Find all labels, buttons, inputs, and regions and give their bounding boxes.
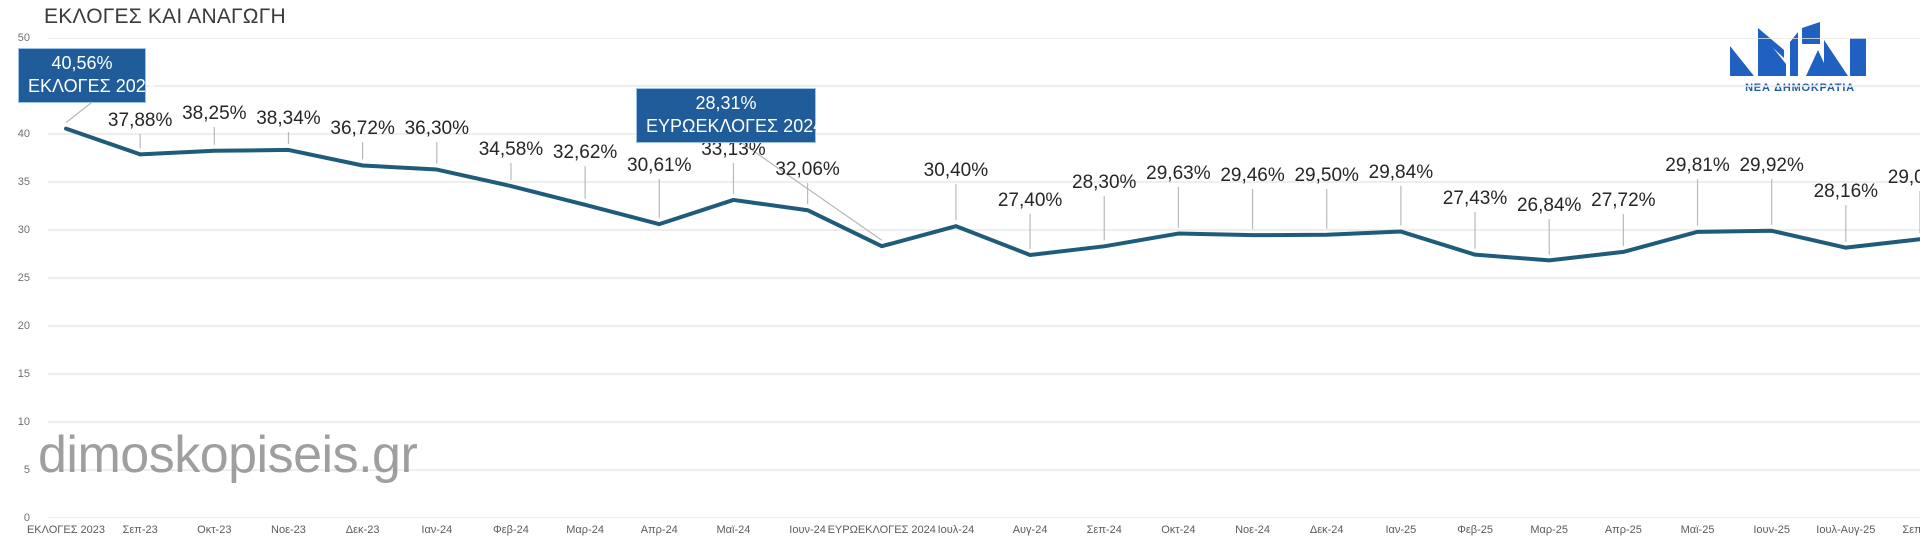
data-point-label: 34,58% [478, 139, 544, 160]
callout-caption: ΕΚΛΟΓΕΣ 2023 [28, 75, 156, 96]
data-point-label: 33,13% [701, 139, 766, 160]
x-tick-label: ΕΥΡΩΕΚΛΟΓΕΣ 2024 [827, 524, 936, 536]
x-axis: ΕΚΛΟΓΕΣ 2023 Σεπ-23 Οκτ-23 Νοε-23 Δεκ-23 Ιαν-… [0, 519, 1920, 546]
x-tick-label: Ιουλ-Αυγ-25 [1816, 524, 1876, 536]
y-tick-label: 15 [17, 368, 30, 380]
data-point-label: 29,63% [1146, 163, 1211, 184]
x-tick-label: Φεβ-24 [493, 524, 529, 536]
plot-area [36, 38, 1920, 518]
y-tick-label: 40 [17, 128, 30, 140]
x-tick-label: ΕΚΛΟΓΕΣ 2023 [26, 524, 106, 536]
y-tick-label: 20 [17, 320, 30, 332]
x-tick-label: Αυγ-24 [1012, 524, 1048, 536]
x-tick-label: Σεπ-25 [1902, 524, 1920, 536]
y-tick-label: 10 [17, 416, 30, 428]
x-tick-label: Απρ-25 [1604, 524, 1642, 536]
label-leader-lines [65, 101, 1920, 255]
x-tick-label: Οκτ-24 [1161, 524, 1196, 536]
gridlines [48, 38, 1920, 518]
y-tick-label: 0 [23, 512, 30, 524]
x-tick-label: Ιουν-25 [1753, 524, 1790, 536]
x-tick-label: Ιαν-24 [421, 524, 453, 536]
data-point-label: 29,84% [1368, 162, 1434, 183]
data-point-label: 36,30% [404, 118, 470, 139]
data-point-label: 29,81% [1665, 155, 1730, 176]
chart-title: ΕΚΛΟΓΕΣ ΚΑΙ ΑΝΑΓΩΓΗ [44, 5, 286, 28]
x-tick-label: Σεπ-24 [1086, 524, 1122, 536]
data-point-label: 28,16% [1813, 181, 1879, 202]
x-tick-label: Ιουλ-24 [937, 524, 975, 536]
data-point-label: 30,61% [627, 155, 692, 176]
series-line [64, 126, 1920, 263]
nea-dimokratia-logo-text: ΝΕΑ ΔΗΜΟΚΡΑΤΙΑ [1745, 82, 1855, 94]
y-tick-label: 50 [17, 32, 30, 44]
x-tick-label: Μαρ-24 [566, 524, 604, 536]
data-point-label: 27,72% [1591, 190, 1656, 211]
callout-value: 40,56% [51, 53, 113, 73]
x-tick-label: Ιουν-24 [789, 524, 826, 536]
data-point-label: 32,62% [552, 142, 618, 163]
data-point-label: 29,92% [1739, 155, 1804, 176]
x-tick-label: Δεκ-24 [1309, 524, 1344, 536]
data-point-label: 28,30% [1072, 172, 1137, 193]
x-tick-label: Νοε-23 [271, 524, 306, 536]
data-point-label: 26,84% [1516, 195, 1582, 216]
x-tick-label: Μαρ-25 [1530, 524, 1569, 536]
data-point-label: 38,34% [256, 108, 321, 129]
callout-value: 28,31% [695, 93, 757, 113]
y-tick-label: 25 [17, 272, 30, 284]
x-tick-label: Οκτ-23 [197, 524, 232, 536]
data-point-label: 27,40% [997, 190, 1063, 211]
x-tick-label: Μαϊ-25 [1680, 524, 1715, 536]
x-tick-label: Μαϊ-24 [716, 524, 751, 536]
y-tick-label: 35 [17, 176, 30, 188]
data-point-label: 29,04% [1887, 167, 1920, 188]
x-tick-label: Δεκ-23 [345, 524, 380, 536]
callout-box: 28,31% ΕΥΡΩΕΚΛΟΓΕΣ 2024 [636, 88, 824, 144]
y-tick-label: 30 [17, 224, 30, 236]
watermark: dimoskopiseis.gr [38, 426, 418, 484]
x-tick-label: Απρ-24 [640, 524, 678, 536]
data-point-label: 36,72% [330, 118, 395, 139]
callout-box: 40,56% ΕΚΛΟΓΕΣ 2023 [18, 48, 156, 104]
x-tick-label: Ιαν-25 [1385, 524, 1417, 536]
x-tick-label: Σεπ-23 [122, 524, 158, 536]
data-point-label: 38,25% [182, 103, 247, 124]
data-point-label: 29,46% [1220, 165, 1285, 186]
nea-dimokratia-logo: ΝΕΑ ΔΗΜΟΚΡΑΤΙΑ [1700, 20, 1900, 105]
y-tick-label: 5 [23, 464, 30, 476]
data-point-label: 30,40% [923, 160, 989, 181]
data-point-label: 37,88% [107, 110, 173, 131]
data-point-label: 29,50% [1294, 165, 1359, 186]
callout-caption: ΕΥΡΩΕΚΛΟΓΕΣ 2024 [646, 115, 824, 136]
x-tick-label: Νοε-24 [1235, 524, 1270, 536]
nea-dimokratia-logo-mark [1730, 22, 1866, 76]
x-tick-label: Φεβ-25 [1457, 524, 1493, 536]
data-point-label: 32,06% [775, 159, 840, 180]
data-point-label: 27,43% [1442, 188, 1508, 209]
